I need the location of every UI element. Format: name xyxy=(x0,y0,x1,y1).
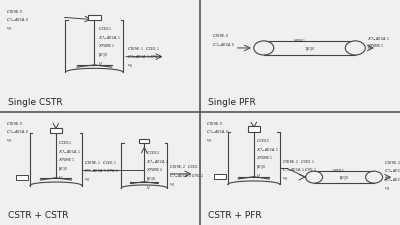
Text: $X_{7-ADCA,2}$: $X_{7-ADCA,2}$ xyxy=(146,157,169,165)
Text: $v_0$: $v_0$ xyxy=(6,26,12,33)
Text: $V$: $V$ xyxy=(256,171,261,178)
Text: $[E]_0$: $[E]_0$ xyxy=(339,174,349,181)
Text: $[E]_0$: $[E]_0$ xyxy=(304,45,314,52)
Ellipse shape xyxy=(306,171,322,183)
Text: $C_{CEX,1}$: $C_{CEX,1}$ xyxy=(58,139,72,146)
Text: $v_0$: $v_0$ xyxy=(206,137,212,145)
Text: $C_{PGME,0}$: $C_{PGME,0}$ xyxy=(212,32,229,39)
Text: $v_{PFR,1}$: $v_{PFR,1}$ xyxy=(332,167,345,174)
Text: $C_{7-ADCA,1}$ $C_{PG,1}$: $C_{7-ADCA,1}$ $C_{PG,1}$ xyxy=(127,54,162,61)
Text: $[E]_0$: $[E]_0$ xyxy=(146,175,156,182)
Text: $X_{7-ADCA,1}$: $X_{7-ADCA,1}$ xyxy=(98,34,121,42)
Text: $X_{7-ADCA,1}$: $X_{7-ADCA,1}$ xyxy=(58,148,81,155)
Text: $C_{7-ADCA,2}$ $C_{PG,2}$: $C_{7-ADCA,2}$ $C_{PG,2}$ xyxy=(169,171,204,179)
Text: $v_0$: $v_0$ xyxy=(84,176,90,184)
Text: $X_{PGME,1}$: $X_{PGME,1}$ xyxy=(367,43,384,50)
Text: Single PFR: Single PFR xyxy=(208,98,256,107)
Text: $X_{PGME,1}$: $X_{PGME,1}$ xyxy=(98,43,115,50)
Text: $v_0$: $v_0$ xyxy=(384,185,391,192)
Text: $V$: $V$ xyxy=(98,60,104,67)
Text: $X_{7-ADCA,2}$  $X_{PGME,2}$: $X_{7-ADCA,2}$ $X_{PGME,2}$ xyxy=(384,176,400,183)
Bar xyxy=(16,175,28,181)
Text: $C_{PGME,0}$: $C_{PGME,0}$ xyxy=(206,119,223,127)
Text: $X_{7-ADCA,1}$: $X_{7-ADCA,1}$ xyxy=(367,35,390,43)
Text: $C_{7-ADCA,0}$: $C_{7-ADCA,0}$ xyxy=(6,17,29,24)
Text: $C_{7-ADCA,1}$ $C_{PG,1}$: $C_{7-ADCA,1}$ $C_{PG,1}$ xyxy=(282,166,317,173)
Text: $[E]_0$: $[E]_0$ xyxy=(58,165,68,172)
Text: $X_{7-ADCA,1}$: $X_{7-ADCA,1}$ xyxy=(256,145,278,153)
Text: $C_{PGME,2}$  $C_{CEX,2}$: $C_{PGME,2}$ $C_{CEX,2}$ xyxy=(384,158,400,166)
Text: $V$: $V$ xyxy=(58,173,63,180)
Text: Single CSTR: Single CSTR xyxy=(8,98,62,107)
Text: $C_{CEX,2}$: $C_{CEX,2}$ xyxy=(146,148,161,156)
Text: $C_{PGME,2}$  $C_{CEX,2}$: $C_{PGME,2}$ $C_{CEX,2}$ xyxy=(169,163,202,170)
Text: $C_{7-ADCA,0}$: $C_{7-ADCA,0}$ xyxy=(6,128,29,136)
Text: $C_{PGME,0}$: $C_{PGME,0}$ xyxy=(6,8,23,16)
Text: $C_{PGME,0}$: $C_{PGME,0}$ xyxy=(6,119,23,127)
Text: $v_0$: $v_0$ xyxy=(6,137,12,145)
Text: CSTR + CSTR: CSTR + CSTR xyxy=(8,210,68,219)
Text: $C_{7-ADCA,2}$ $C_{PG,2}$: $C_{7-ADCA,2}$ $C_{PG,2}$ xyxy=(384,167,400,175)
Ellipse shape xyxy=(345,42,365,56)
Text: $C_{CEX,1}$: $C_{CEX,1}$ xyxy=(98,25,113,33)
Text: $C_{7-ADCA,0}$: $C_{7-ADCA,0}$ xyxy=(212,42,234,49)
Bar xyxy=(139,140,149,144)
Text: $C_{7-ADCA,0}$: $C_{7-ADCA,0}$ xyxy=(206,128,228,136)
Text: $C_{PGME,1}$  $C_{CEX,1}$: $C_{PGME,1}$ $C_{CEX,1}$ xyxy=(84,158,116,166)
Text: $X_{PGME,1}$: $X_{PGME,1}$ xyxy=(256,154,273,162)
Bar xyxy=(50,128,62,133)
Text: $v_{PFR,1}$: $v_{PFR,1}$ xyxy=(293,38,307,45)
Bar xyxy=(88,16,101,21)
Text: $X_{PGME,2}$: $X_{PGME,2}$ xyxy=(146,166,164,173)
Text: $[E]_0$: $[E]_0$ xyxy=(256,163,266,170)
Text: $C_{CEX,1}$: $C_{CEX,1}$ xyxy=(256,137,270,144)
Text: $C_{7-ADCA,1}$ $C_{PG,1}$: $C_{7-ADCA,1}$ $C_{PG,1}$ xyxy=(84,167,119,175)
Ellipse shape xyxy=(254,42,274,56)
Text: $X_{PGME,1}$: $X_{PGME,1}$ xyxy=(58,156,75,164)
Text: $[E]_0$: $[E]_0$ xyxy=(98,52,108,59)
Text: $v_0$: $v_0$ xyxy=(282,175,288,182)
Text: $V$: $V$ xyxy=(146,183,152,190)
Text: CSTR + PFR: CSTR + PFR xyxy=(208,210,261,219)
Bar xyxy=(248,127,260,132)
Text: $v_0$: $v_0$ xyxy=(169,180,176,188)
Bar xyxy=(214,174,226,180)
Text: $C_{PGME,1}$  $C_{CEX,1}$: $C_{PGME,1}$ $C_{CEX,1}$ xyxy=(282,157,314,165)
Text: $v_0$: $v_0$ xyxy=(127,63,133,70)
Ellipse shape xyxy=(366,171,382,183)
Text: $C_{PGME,1}$  $C_{CEX,1}$: $C_{PGME,1}$ $C_{CEX,1}$ xyxy=(127,45,160,52)
